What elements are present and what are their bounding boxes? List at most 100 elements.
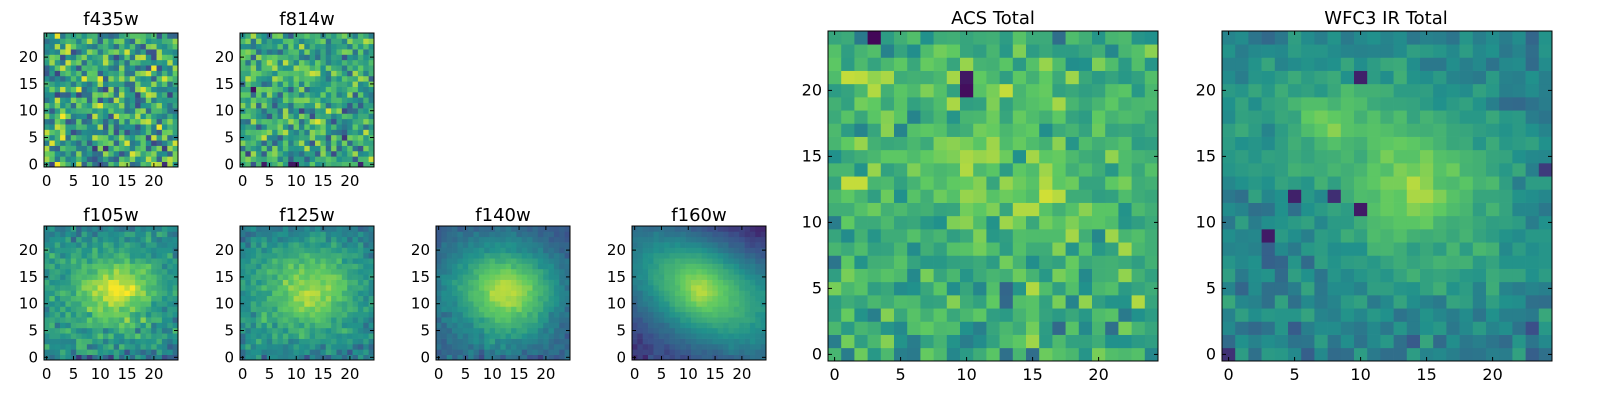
heatmap-cell	[294, 49, 300, 55]
panel-title-f160w: f160w	[671, 205, 726, 226]
heatmap-cell	[119, 76, 125, 82]
heatmap-cell	[55, 339, 61, 345]
heatmap-cell	[173, 231, 179, 237]
heatmap-cell	[87, 60, 93, 66]
heatmap-cell	[151, 349, 157, 355]
heatmap-cell	[755, 306, 761, 312]
heatmap-cell	[251, 258, 257, 264]
heatmap-cell	[320, 65, 326, 71]
heatmap-cell	[1314, 150, 1328, 164]
heatmap-cell	[44, 296, 50, 302]
heatmap-cell	[452, 242, 458, 248]
heatmap-cell	[44, 129, 50, 135]
heatmap-cell	[441, 290, 447, 296]
heatmap-cell	[1235, 203, 1249, 217]
heatmap-cell	[739, 242, 745, 248]
heatmap-cell	[124, 65, 130, 71]
heatmap-cell	[702, 280, 708, 286]
heatmap-cell	[1341, 242, 1355, 256]
heatmap-cell	[854, 150, 868, 164]
heatmap-cell	[1052, 71, 1066, 85]
heatmap-cell	[119, 49, 125, 55]
heatmap-cell	[167, 333, 173, 339]
heatmap-cell	[559, 242, 565, 248]
heatmap-cell	[828, 321, 842, 335]
heatmap-cell	[1079, 335, 1093, 349]
heatmap-cell	[1275, 216, 1289, 230]
heatmap-cell	[947, 308, 961, 322]
heatmap-cell	[267, 44, 273, 50]
heatmap-cell	[315, 253, 321, 259]
heatmap-cell	[670, 312, 676, 318]
heatmap-cell	[565, 317, 571, 323]
heatmap-cell	[495, 322, 501, 328]
heatmap-cell	[251, 44, 257, 50]
heatmap-cell	[157, 349, 163, 355]
heatmap-cell	[1235, 321, 1249, 335]
heatmap-cell	[65, 274, 71, 280]
heatmap-cell	[363, 247, 369, 253]
heatmap-cell	[245, 253, 251, 259]
heatmap-cell	[1433, 308, 1447, 322]
heatmap-cell	[82, 71, 88, 77]
heatmap-cell	[868, 229, 882, 243]
heatmap-cell	[463, 237, 469, 243]
heatmap-cell	[479, 301, 485, 307]
heatmap-cell	[516, 333, 522, 339]
heatmap-cell	[868, 348, 882, 362]
x-tick-label: 0	[238, 365, 248, 383]
heatmap-cell	[696, 355, 702, 361]
heatmap-cell	[1486, 242, 1500, 256]
heatmap-cell	[353, 226, 359, 232]
heatmap-cell	[135, 119, 141, 125]
heatmap-cell	[934, 97, 948, 111]
heatmap-cell	[76, 231, 82, 237]
heatmap-cell	[670, 269, 676, 275]
heatmap-cell	[495, 344, 501, 350]
heatmap-cell	[71, 269, 77, 275]
heatmap-cell	[907, 176, 921, 190]
heatmap-cell	[304, 247, 310, 253]
heatmap-cell	[331, 113, 337, 119]
heatmap-cell	[1328, 189, 1342, 203]
heatmap-cell	[468, 290, 474, 296]
heatmap-cell	[1288, 163, 1302, 177]
heatmap-cell	[103, 290, 109, 296]
heatmap-cell	[841, 282, 855, 296]
heatmap-cell	[1026, 137, 1040, 151]
heatmap-cell	[310, 65, 316, 71]
heatmap-cell	[881, 255, 895, 269]
heatmap-cell	[261, 226, 267, 232]
heatmap-cell	[103, 92, 109, 98]
heatmap-cell	[468, 280, 474, 286]
heatmap-cell	[1433, 189, 1447, 203]
heatmap-cell	[310, 71, 316, 77]
heatmap-cell	[907, 110, 921, 124]
y-tick-label: 20	[19, 48, 38, 66]
heatmap-cell	[1235, 269, 1249, 283]
heatmap-cell	[76, 38, 82, 44]
heatmap-cell	[114, 151, 120, 157]
heatmap-cell	[675, 312, 681, 318]
heatmap-cell	[157, 33, 163, 39]
heatmap-cell	[1000, 348, 1014, 362]
heatmap-cell	[1526, 308, 1540, 322]
heatmap-cell	[463, 290, 469, 296]
heatmap-cell	[986, 44, 1000, 58]
heatmap-cell	[712, 247, 718, 253]
heatmap-cell	[256, 274, 262, 280]
heatmap-cell	[173, 119, 179, 125]
heatmap-cell	[457, 328, 463, 334]
heatmap-cell	[1118, 269, 1132, 283]
heatmap-cell	[1026, 123, 1040, 137]
heatmap-cell	[1275, 321, 1289, 335]
heatmap-cell	[299, 60, 305, 66]
heatmap-cell	[1066, 229, 1080, 243]
heatmap-cell	[691, 285, 697, 291]
heatmap-cell	[55, 333, 61, 339]
heatmap-cell	[358, 146, 364, 152]
heatmap-cell	[240, 129, 246, 135]
heatmap-cell	[549, 274, 555, 280]
heatmap-cell	[251, 237, 257, 243]
heatmap-cell	[1145, 97, 1159, 111]
